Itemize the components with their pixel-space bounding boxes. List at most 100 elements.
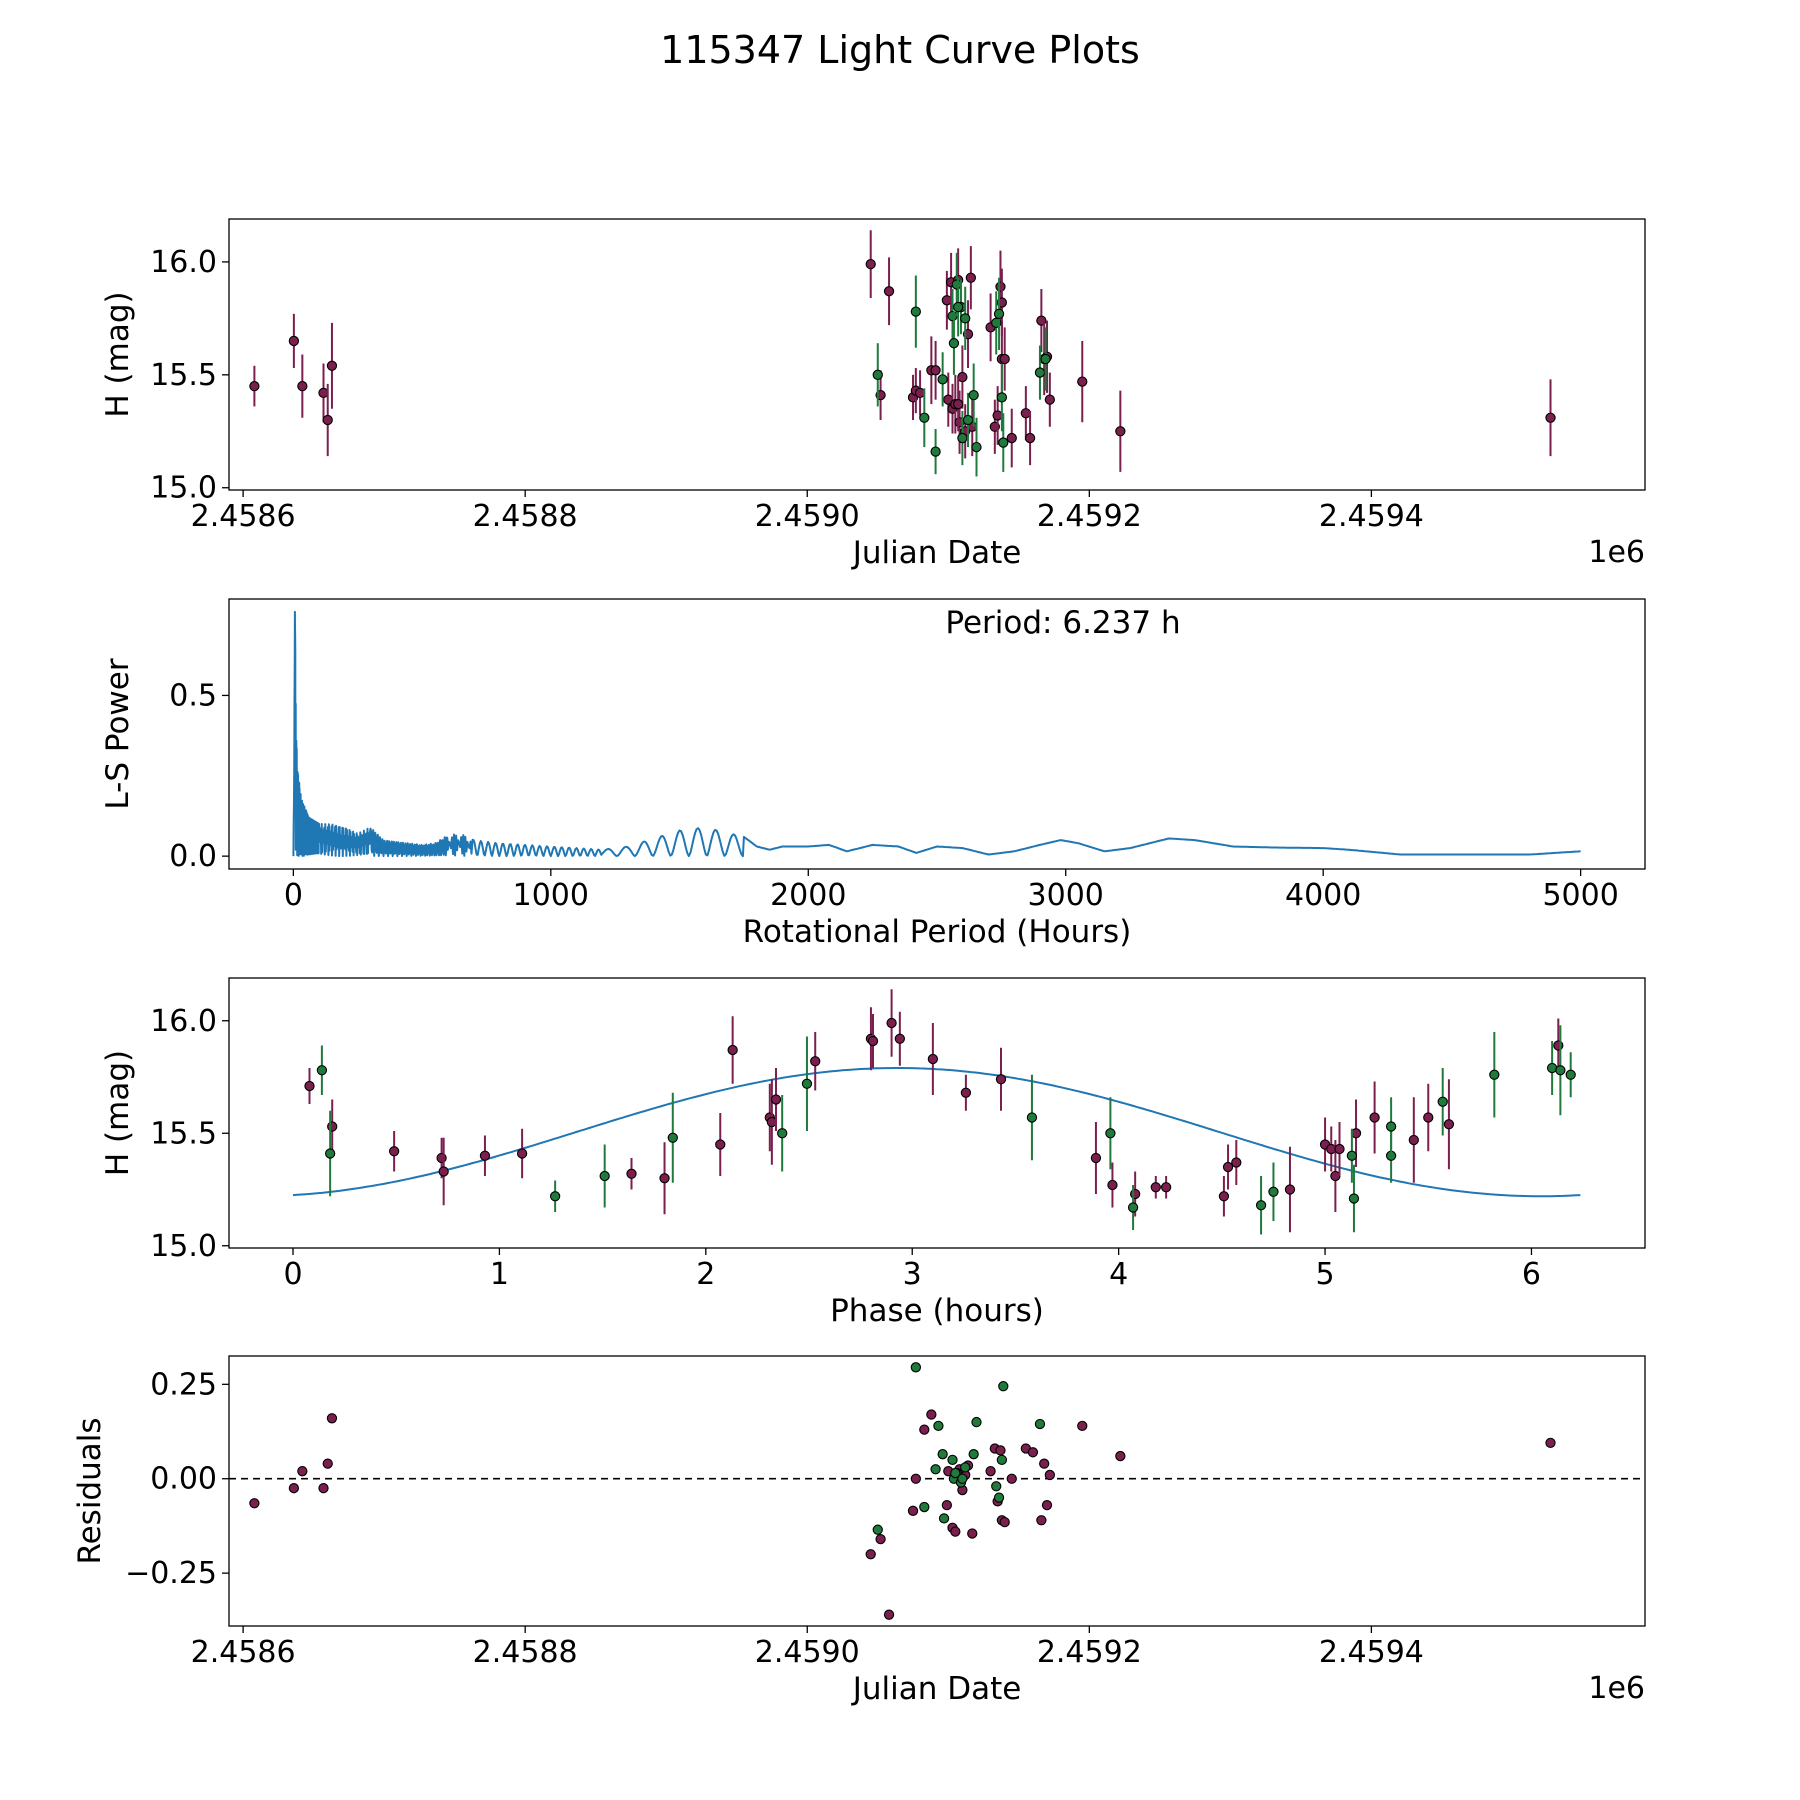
x-tick-label: 2.4586	[191, 1635, 296, 1670]
red-data-point	[1218, 1191, 1230, 1202]
green-data-point	[1034, 1418, 1046, 1430]
red-data-point	[1027, 1447, 1039, 1458]
green-data-point	[937, 1449, 948, 1460]
red-data-point	[1107, 1179, 1118, 1191]
y-tick-label: 15.5	[150, 358, 217, 393]
y-axis-label: L-S Power	[100, 658, 136, 809]
red-data-point	[865, 259, 876, 270]
x-tick-label: 2	[696, 1257, 715, 1292]
red-data-point	[967, 1528, 978, 1539]
y-tick-label: 15.5	[150, 1116, 217, 1151]
green-data-point	[316, 1065, 328, 1076]
green-data-point	[938, 1513, 950, 1524]
green-data-point	[1026, 1112, 1038, 1123]
red-data-point	[1545, 412, 1556, 423]
x-axis-label: Phase (hours)	[830, 1293, 1044, 1329]
red-data-point	[1443, 1119, 1455, 1130]
red-data-point	[322, 414, 333, 426]
x-tick-label: 0	[283, 1257, 302, 1292]
red-data-point	[1222, 1161, 1234, 1173]
green-data-point	[1034, 367, 1046, 378]
power-curve	[292, 610, 1581, 858]
red-data-point	[1041, 1500, 1053, 1511]
green-data-point	[1489, 1069, 1500, 1080]
x-tick-label: 4000	[1285, 878, 1361, 913]
red-data-point	[865, 1549, 876, 1560]
red-data-point	[1044, 1469, 1055, 1481]
green-data-point	[1105, 1128, 1116, 1139]
y-tick-label: 0.5	[169, 678, 217, 713]
green-data-point	[962, 414, 974, 426]
red-data-point	[907, 1505, 919, 1516]
red-data-point	[910, 1473, 921, 1484]
x-tick-label: 2.4588	[473, 499, 578, 534]
green-data-point	[777, 1128, 788, 1139]
x-tick-label: 2000	[770, 878, 846, 913]
red-data-point	[436, 1152, 447, 1164]
green-data-point	[801, 1078, 813, 1089]
green-data-point	[971, 441, 982, 453]
red-data-point	[1115, 426, 1126, 437]
green-data-point	[930, 1464, 941, 1475]
red-data-point	[327, 1121, 338, 1132]
y-tick-label: 0.00	[150, 1462, 217, 1497]
y-tick-label: 0.25	[150, 1367, 217, 1402]
red-data-point	[1024, 432, 1036, 444]
red-data-point	[1006, 1473, 1017, 1484]
green-data-point	[953, 301, 964, 313]
red-data-point	[1150, 1182, 1161, 1193]
red-data-point	[626, 1168, 637, 1179]
red-data-point	[999, 353, 1010, 365]
y-tick-label: 15.0	[150, 471, 217, 506]
model-fit-curve	[292, 1067, 1581, 1198]
red-data-point	[1115, 1450, 1126, 1462]
red-data-point	[1006, 432, 1017, 444]
red-data-point	[249, 380, 260, 392]
green-data-point	[667, 1132, 678, 1143]
green-data-point	[1437, 1096, 1448, 1107]
axes-frame	[228, 977, 1646, 1249]
green-data-point	[919, 1501, 930, 1513]
red-data-point	[479, 1150, 491, 1161]
green-data-point	[947, 310, 958, 322]
x-tick-label: 0	[284, 878, 303, 913]
green-data-point	[1565, 1069, 1576, 1080]
green-data-point	[1385, 1121, 1397, 1132]
red-data-point	[659, 1173, 670, 1184]
residuals-panel: 2.4586 2.4588 2.4590 2.4592 2.4594 −0.25 0.00 0…	[72, 1355, 1646, 1707]
red-data-point	[304, 1080, 315, 1092]
red-data-point	[1545, 1437, 1556, 1449]
red-data-point	[1036, 1515, 1047, 1526]
red-data-point	[1423, 1112, 1434, 1123]
red-data-point	[941, 295, 953, 306]
x-tick-label: 1000	[513, 878, 589, 913]
red-data-point	[953, 399, 964, 410]
red-data-point	[867, 1035, 879, 1047]
x-tick-label: 1	[490, 1257, 509, 1292]
x-axis-label: Julian Date	[851, 535, 1022, 571]
red-data-point	[1090, 1152, 1102, 1164]
x-tick-label: 6	[1522, 1257, 1541, 1292]
x-tick-label: 2.4586	[191, 499, 296, 534]
green-data-point	[993, 308, 1005, 319]
red-data-point	[914, 387, 926, 399]
red-data-point	[727, 1044, 738, 1056]
red-data-point	[438, 1166, 449, 1177]
green-data-point	[998, 437, 1009, 448]
red-data-point	[950, 1526, 961, 1537]
lightcurve-panel: 2.4586 2.4588 2.4590 2.4592 2.4594 15.0 15.5 16…	[100, 218, 1646, 571]
red-data-point	[388, 1146, 400, 1157]
red-data-point	[919, 1424, 930, 1435]
green-data-point	[971, 1416, 982, 1428]
red-data-point	[288, 335, 300, 347]
green-data-point	[933, 1420, 944, 1432]
green-data-point	[968, 389, 979, 401]
red-data-point	[249, 1498, 260, 1509]
red-data-point	[297, 1466, 308, 1477]
green-data-point	[599, 1170, 610, 1182]
red-data-point	[326, 1413, 338, 1424]
y-tick-label: 16.0	[150, 245, 217, 280]
green-data-point	[998, 1381, 1009, 1392]
